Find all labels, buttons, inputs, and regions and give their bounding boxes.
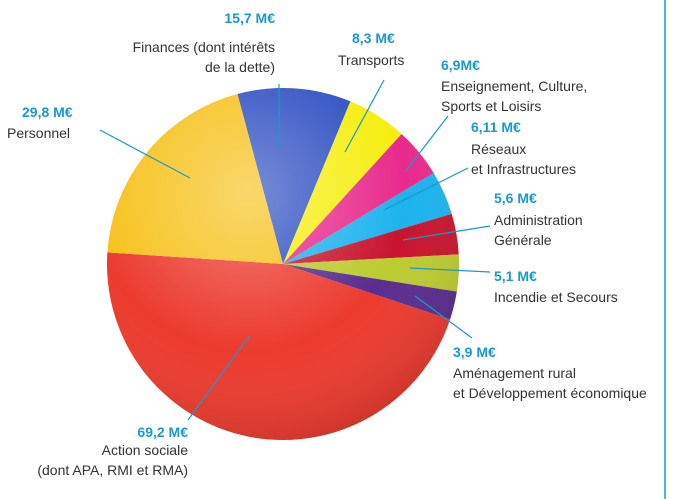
- category-label: Finances (dont intérêts de la dette): [132, 39, 275, 75]
- category-label: Transports: [338, 52, 405, 68]
- value-label: 69,2 M€: [137, 424, 188, 440]
- category-label: Incendie et Secours: [494, 289, 618, 305]
- pie: [107, 87, 459, 441]
- leader-line: [344, 79, 385, 153]
- leader-line: [383, 167, 469, 211]
- category-label: Action sociale (dont APA, RMI et RMA): [37, 442, 188, 478]
- category-label: Aménagement rural et Développement écono…: [453, 365, 647, 401]
- value-label: 5,6 M€: [494, 190, 537, 206]
- leader-line: [414, 295, 473, 339]
- value-label: 5,1 M€: [494, 268, 537, 284]
- category-label: Réseaux et Infrastructures: [471, 141, 577, 177]
- leader-line: [99, 129, 191, 179]
- leader-line: [187, 334, 251, 421]
- value-label: 3,9 M€: [453, 344, 496, 360]
- category-label: Administration Générale: [494, 212, 583, 248]
- category-label: Personnel: [7, 125, 71, 141]
- leader-line: [404, 115, 449, 173]
- leader-lines: [99, 79, 491, 421]
- value-label: 29,8 M€: [22, 104, 73, 120]
- value-label: 6,11 M€: [471, 119, 521, 135]
- value-label: 6,9M€: [441, 57, 480, 73]
- leader-line: [402, 225, 491, 241]
- value-label: 15,7 M€: [224, 10, 275, 26]
- value-label: 8,3 M€: [352, 30, 395, 46]
- leader-line: [409, 267, 491, 273]
- category-label: Enseignement, Culture, Sports et Loisirs: [441, 78, 588, 114]
